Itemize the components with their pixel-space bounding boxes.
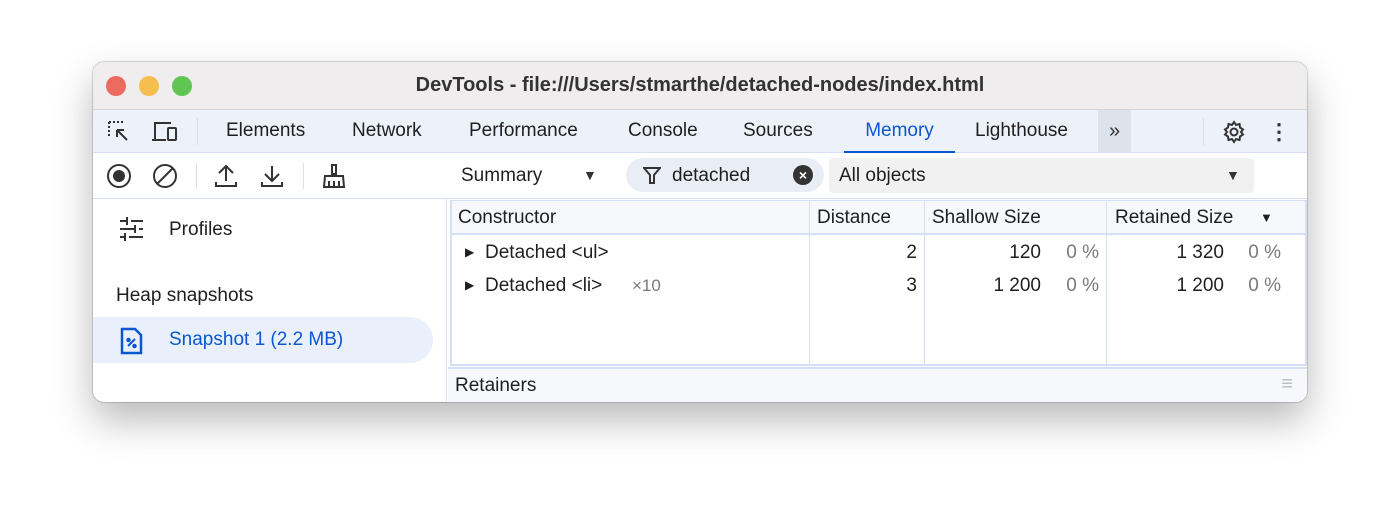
objects-select-value: All objects — [839, 165, 926, 186]
sort-descending-icon: ▼ — [1260, 210, 1273, 225]
download-icon[interactable] — [260, 163, 284, 189]
retainers-label: Retainers — [455, 375, 537, 396]
upload-icon[interactable] — [214, 163, 238, 189]
instance-count: ×10 — [632, 276, 661, 295]
close-window-button[interactable] — [106, 76, 126, 96]
objects-select[interactable]: All objects ▼ — [829, 158, 1254, 193]
shallow-percent: 0 % — [1066, 242, 1099, 263]
title-bar: DevTools - file:///Users/stmarthe/detach… — [93, 62, 1307, 110]
more-options-icon[interactable]: ⋮ — [1268, 119, 1290, 144]
snapshot-item[interactable]: Snapshot 1 (2.2 MB) — [93, 317, 433, 363]
header-shallow-size[interactable]: Shallow Size — [932, 207, 1041, 228]
retained-size: 1 200 — [1176, 275, 1224, 296]
table-header: Constructor Distance Shallow Size Retain… — [452, 201, 1305, 235]
header-distance[interactable]: Distance — [817, 207, 891, 228]
profiles-settings-icon — [119, 217, 145, 241]
collect-garbage-broom-icon[interactable] — [321, 163, 347, 189]
filter-icon — [643, 167, 661, 184]
heap-snapshots-heading: Heap snapshots — [116, 285, 254, 306]
more-tabs-chevron-icon[interactable]: » — [1098, 110, 1131, 152]
constructor-name: Detached <li> — [485, 275, 603, 296]
inspect-element-icon[interactable] — [106, 120, 132, 144]
device-toolbar-icon[interactable] — [151, 120, 179, 144]
panel-tabs: Elements Network Performance Console Sou… — [93, 110, 1307, 153]
distance: 2 — [906, 242, 917, 263]
retained-percent: 0 % — [1248, 275, 1281, 296]
tab-sources[interactable]: Sources — [743, 120, 813, 141]
heap-snapshot-file-icon — [120, 327, 143, 355]
profiles-sidebar: Profiles Heap snapshots Snapshot 1 (2.2 … — [93, 199, 447, 402]
expand-triangle-icon[interactable]: ▶ — [465, 278, 475, 292]
shallow-size: 120 — [1009, 242, 1041, 263]
shallow-percent: 0 % — [1066, 275, 1099, 296]
header-constructor[interactable]: Constructor — [458, 207, 557, 228]
tab-network[interactable]: Network — [352, 120, 422, 141]
tab-elements[interactable]: Elements — [226, 120, 306, 141]
objects-dropdown-arrow-icon: ▼ — [1226, 167, 1240, 183]
record-icon[interactable] — [106, 163, 132, 189]
view-select[interactable]: Summary — [461, 165, 543, 186]
header-retained-size[interactable]: Retained Size — [1115, 207, 1234, 228]
class-filter-input[interactable]: detached × — [626, 158, 824, 192]
tab-lighthouse[interactable]: Lighthouse — [975, 120, 1068, 141]
view-dropdown-arrow-icon[interactable]: ▼ — [583, 167, 597, 183]
memory-toolbar: Summary ▼ detached × All objects ▼ — [93, 153, 1307, 199]
constructor-name: Detached <ul> — [485, 242, 609, 263]
clear-filter-icon[interactable]: × — [793, 165, 813, 185]
settings-gear-icon[interactable] — [1221, 119, 1247, 145]
retained-percent: 0 % — [1248, 242, 1281, 263]
window-title: DevTools - file:///Users/stmarthe/detach… — [415, 74, 985, 96]
tab-memory[interactable]: Memory — [844, 110, 955, 153]
retained-size: 1 320 — [1176, 242, 1224, 263]
devtools-window: DevTools - file:///Users/stmarthe/detach… — [93, 62, 1307, 402]
minimize-window-button[interactable] — [139, 76, 159, 96]
expand-triangle-icon[interactable]: ▶ — [465, 245, 475, 259]
snapshot-view: Constructor Distance Shallow Size Retain… — [448, 199, 1307, 402]
filter-value: detached — [672, 165, 751, 186]
tab-console[interactable]: Console — [628, 120, 698, 141]
drag-handle-icon[interactable]: ≡ — [1281, 373, 1293, 395]
distance: 3 — [906, 275, 917, 296]
clear-icon[interactable] — [152, 163, 178, 189]
profiles-label: Profiles — [169, 219, 233, 240]
tab-performance[interactable]: Performance — [469, 120, 578, 141]
shallow-size: 1 200 — [993, 275, 1041, 296]
zoom-window-button[interactable] — [172, 76, 192, 96]
snapshot-label: Snapshot 1 (2.2 MB) — [169, 329, 344, 350]
retainers-pane[interactable]: Retainers ≡ — [448, 367, 1307, 402]
heap-table: Constructor Distance Shallow Size Retain… — [450, 200, 1307, 366]
